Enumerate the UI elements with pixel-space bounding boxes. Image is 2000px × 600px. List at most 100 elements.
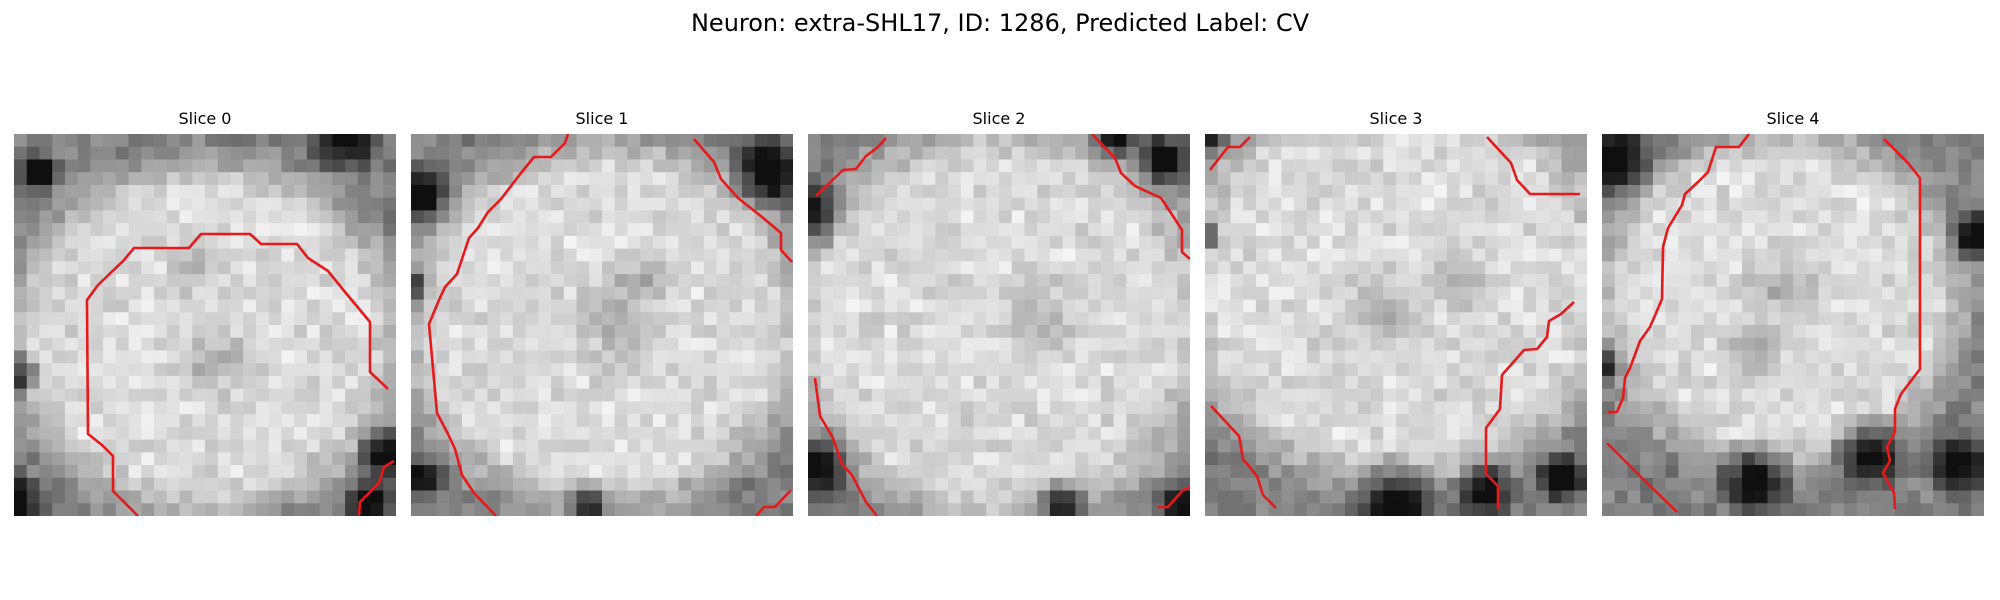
image-pixel xyxy=(1945,172,1960,186)
image-pixel xyxy=(742,401,756,415)
image-pixel xyxy=(281,414,295,428)
image-pixel xyxy=(1243,286,1257,301)
image-pixel xyxy=(1523,235,1537,250)
image-pixel xyxy=(1869,274,1883,288)
image-pixel xyxy=(1370,337,1384,352)
image-pixel xyxy=(1729,299,1743,313)
image-pixel xyxy=(1831,452,1845,466)
image-pixel xyxy=(538,286,552,301)
image-pixel xyxy=(319,375,333,390)
image-pixel xyxy=(411,388,425,402)
image-pixel xyxy=(1933,465,1947,479)
image-pixel xyxy=(1716,477,1730,492)
image-pixel xyxy=(1332,401,1346,415)
image-pixel xyxy=(589,439,603,453)
image-pixel xyxy=(1742,337,1756,352)
image-pixel xyxy=(627,197,641,211)
image-pixel xyxy=(1780,312,1794,326)
image-pixel xyxy=(948,197,962,211)
image-pixel xyxy=(436,312,450,326)
image-pixel xyxy=(294,197,308,211)
image-pixel xyxy=(614,184,629,199)
image-pixel xyxy=(423,414,438,428)
image-pixel xyxy=(1062,159,1076,173)
image-pixel xyxy=(1434,159,1448,173)
image-pixel xyxy=(1793,172,1807,186)
image-pixel xyxy=(332,414,346,428)
image-pixel xyxy=(1574,210,1587,224)
image-pixel xyxy=(306,490,321,504)
image-pixel xyxy=(820,159,835,173)
image-pixel xyxy=(1678,490,1692,504)
image-pixel xyxy=(1614,235,1629,250)
image-pixel xyxy=(627,426,641,441)
image-pixel xyxy=(973,184,987,199)
image-pixel xyxy=(1217,363,1232,377)
image-pixel xyxy=(1459,299,1473,313)
image-pixel xyxy=(512,197,527,211)
image-pixel xyxy=(1306,401,1321,415)
image-pixel xyxy=(1421,184,1435,199)
image-pixel xyxy=(1139,235,1153,250)
image-pixel xyxy=(808,261,822,275)
image-pixel xyxy=(551,299,565,313)
image-pixel xyxy=(1805,172,1820,186)
image-pixel xyxy=(780,490,793,504)
image-pixel xyxy=(1421,235,1435,250)
image-pixel xyxy=(1716,172,1730,186)
image-pixel xyxy=(1421,401,1435,415)
image-pixel xyxy=(551,210,565,224)
image-pixel xyxy=(345,325,359,339)
image-pixel xyxy=(1100,363,1115,377)
image-pixel xyxy=(474,299,488,313)
image-pixel xyxy=(754,261,769,275)
image-pixel xyxy=(858,146,873,161)
image-pixel xyxy=(1665,146,1679,161)
image-pixel xyxy=(1869,184,1883,199)
image-pixel xyxy=(1703,465,1718,479)
image-pixel xyxy=(1780,426,1794,441)
image-pixel xyxy=(1126,261,1140,275)
image-pixel xyxy=(1831,210,1845,224)
image-pixel xyxy=(1536,414,1550,428)
image-pixel xyxy=(665,452,679,466)
image-pixel xyxy=(1640,490,1654,504)
image-pixel xyxy=(141,337,155,352)
image-pixel xyxy=(1523,197,1537,211)
image-pixel xyxy=(1177,337,1190,352)
image-pixel xyxy=(538,350,552,364)
image-pixel xyxy=(922,325,936,339)
image-pixel xyxy=(77,439,91,453)
image-pixel xyxy=(1345,134,1359,148)
image-pixel xyxy=(871,401,885,415)
image-pixel xyxy=(767,337,781,352)
image-pixel xyxy=(767,363,781,377)
image-pixel xyxy=(1856,172,1870,186)
image-pixel xyxy=(1793,210,1807,224)
image-pixel xyxy=(1306,337,1321,352)
image-pixel xyxy=(678,197,692,211)
image-pixel xyxy=(1933,235,1947,250)
image-pixel xyxy=(1434,274,1448,288)
image-pixel xyxy=(551,134,565,148)
image-pixel xyxy=(1574,350,1587,364)
image-pixel xyxy=(1716,490,1730,504)
image-pixel xyxy=(846,312,860,326)
image-pixel xyxy=(1767,388,1781,402)
image-pixel xyxy=(729,375,743,390)
image-pixel xyxy=(77,261,91,275)
image-pixel xyxy=(39,503,53,516)
image-pixel xyxy=(754,299,769,313)
image-pixel xyxy=(474,490,488,504)
image-pixel xyxy=(1678,184,1692,199)
image-pixel xyxy=(1665,197,1679,211)
image-pixel xyxy=(1627,235,1641,250)
image-pixel xyxy=(678,146,692,161)
image-pixel xyxy=(1370,375,1384,390)
image-pixel xyxy=(383,439,396,453)
image-pixel xyxy=(525,452,539,466)
image-pixel xyxy=(179,439,193,453)
image-pixel xyxy=(281,325,295,339)
image-pixel xyxy=(973,210,987,224)
image-pixel xyxy=(1652,210,1667,224)
